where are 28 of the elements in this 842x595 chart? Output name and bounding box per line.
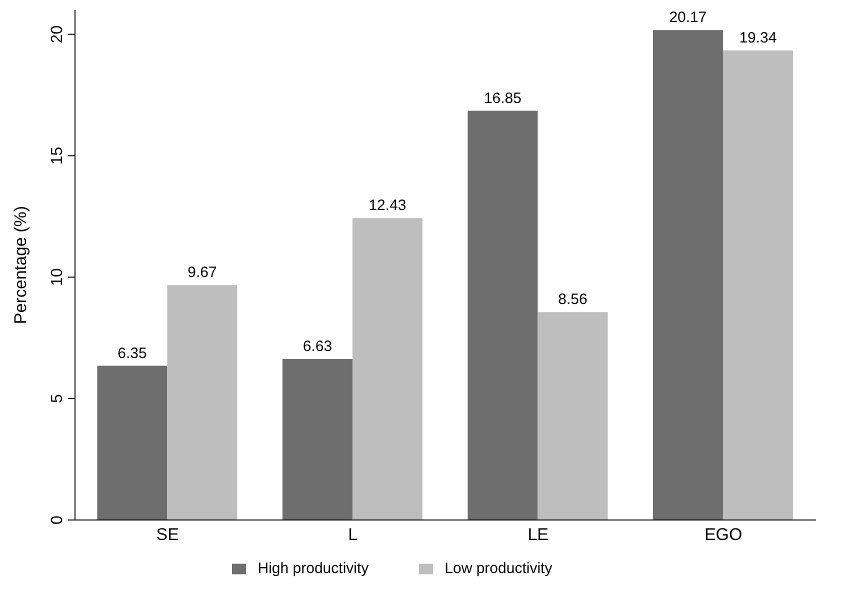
x-tick-label: LE [528,525,549,544]
x-tick-label: EGO [704,525,742,544]
y-tick-label: 0 [49,515,66,524]
bar [722,50,793,520]
data-label: 6.35 [118,344,147,362]
bar [468,110,538,520]
y-tick-label: 15 [49,146,66,165]
legend-label: Low productivity [444,560,552,577]
data-label: 12.43 [368,197,406,214]
y-tick-label: 20 [49,25,66,44]
y-tick-label: 10 [49,268,66,286]
data-label: 9.67 [188,264,217,282]
x-tick-label: L [348,525,358,544]
bar [167,285,238,520]
bar [352,218,422,520]
legend-label: High productivity [258,560,369,577]
x-tick-label: SE [156,525,179,544]
y-tick-label: 5 [49,394,66,404]
bar [652,30,723,520]
bar [97,366,168,520]
data-label: 6.63 [302,338,332,355]
data-label: 19.34 [739,29,777,46]
y-axis-title: Percentage (%) [11,206,30,324]
bar [538,312,608,520]
data-label: 8.56 [558,291,588,308]
data-label: 20.17 [669,9,707,26]
bar [282,358,352,520]
data-label: 16.85 [484,90,522,107]
